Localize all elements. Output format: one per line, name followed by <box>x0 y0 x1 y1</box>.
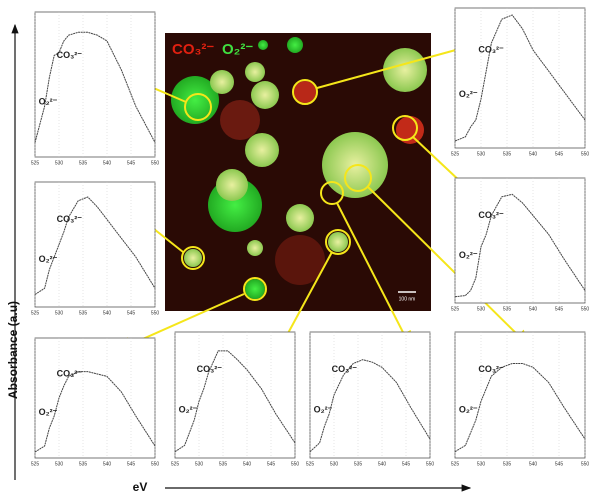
spectrum-panel: 525 530 535 540 545 550 CO₃²⁻ O₂²⁻ <box>31 337 160 467</box>
annotation: O₂²⁻ <box>39 254 58 264</box>
x-tick-label: 550 <box>291 461 300 467</box>
spectrum-line <box>454 193 586 298</box>
panel-frame <box>454 7 586 149</box>
x-tick-label: 535 <box>503 306 512 312</box>
panel-frame <box>34 337 156 459</box>
x-tick-label: 535 <box>79 461 88 467</box>
spectrum-panel: 525 530 535 540 545 550 CO₃²⁻ O₂²⁻ <box>451 331 590 467</box>
x-tick-label: 525 <box>31 461 40 467</box>
x-tick-label: 535 <box>79 160 88 166</box>
x-tick-label: 545 <box>127 160 136 166</box>
spectrum-panel: 525 530 535 540 545 550 CO₃²⁻ O₂²⁻ <box>451 177 590 312</box>
spectrum-line <box>309 359 431 453</box>
annotation: CO₃²⁻ <box>478 364 504 374</box>
annotation: O₂²⁻ <box>459 89 478 99</box>
spectrum-panel: 525 530 535 540 545 550 CO₃²⁻ O₂²⁻ <box>31 11 160 166</box>
spectrum-line <box>454 14 586 142</box>
x-tick-label: 535 <box>219 461 228 467</box>
annotation: CO₃²⁻ <box>478 210 504 220</box>
x-tick-label: 530 <box>477 306 486 312</box>
spectrum-panel: 525 530 535 540 545 550 CO₃²⁻ O₂²⁻ <box>451 7 590 157</box>
x-tick-label: 525 <box>31 310 40 316</box>
image-label: CO₃²⁻ <box>172 41 214 58</box>
x-tick-label: 525 <box>451 306 460 312</box>
spectrum-panel: 525 530 535 540 545 550 CO₃²⁻ O₂²⁻ <box>31 181 160 316</box>
annotation: CO₃²⁻ <box>332 364 358 374</box>
annotation: CO₃²⁻ <box>57 368 83 378</box>
x-tick-label: 525 <box>31 160 40 166</box>
panel-frame <box>454 331 586 459</box>
region-circles <box>181 79 418 301</box>
x-tick-label: 550 <box>151 310 160 316</box>
x-tick-label: 535 <box>503 151 512 157</box>
panel-frame <box>34 11 156 158</box>
x-tick-label: 540 <box>103 461 112 467</box>
x-tick-label: 550 <box>151 160 160 166</box>
annotation: O₂²⁻ <box>459 404 478 414</box>
spectrum-panel: 525 530 535 540 545 550 CO₃²⁻ O₂²⁻ <box>171 331 300 467</box>
spectrum-line <box>34 196 156 295</box>
x-tick-label: 545 <box>555 151 564 157</box>
x-tick-label: 540 <box>378 461 387 467</box>
x-tick-label: 525 <box>171 461 180 467</box>
panel-frame <box>309 331 431 459</box>
x-tick-label: 550 <box>581 306 590 312</box>
x-tick-label: 530 <box>477 461 486 467</box>
x-tick-label: 545 <box>555 306 564 312</box>
x-tick-label: 545 <box>267 461 276 467</box>
annotation: O₂²⁻ <box>39 407 58 417</box>
annotation: CO₃²⁻ <box>57 50 83 60</box>
spectrum-line <box>34 31 156 143</box>
x-tick-label: 545 <box>127 461 136 467</box>
spectrum-line <box>174 350 296 453</box>
annotation: O₂²⁻ <box>179 404 198 414</box>
x-tick-label: 550 <box>581 151 590 157</box>
x-tick-label: 540 <box>103 160 112 166</box>
annotation: O₂²⁻ <box>39 96 58 106</box>
x-tick-label: 545 <box>402 461 411 467</box>
x-tick-label: 535 <box>503 461 512 467</box>
scale-bar: 100 nm <box>399 296 416 302</box>
x-tick-label: 545 <box>127 310 136 316</box>
x-tick-label: 525 <box>451 461 460 467</box>
x-tick-label: 530 <box>55 461 64 467</box>
x-tick-label: 550 <box>426 461 435 467</box>
x-tick-label: 540 <box>529 306 538 312</box>
x-tick-label: 525 <box>306 461 315 467</box>
panel-frame <box>174 331 296 459</box>
annotation: O₂²⁻ <box>459 250 478 260</box>
annotation: CO₃²⁻ <box>57 214 83 224</box>
x-tick-label: 530 <box>477 151 486 157</box>
x-tick-label: 550 <box>581 461 590 467</box>
spectrum-panel: 525 530 535 540 545 550 CO₃²⁻ O₂²⁻ <box>306 331 435 467</box>
annotation: O₂²⁻ <box>314 404 333 414</box>
image-label: O₂²⁻ <box>222 41 253 58</box>
x-tick-label: 525 <box>451 151 460 157</box>
annotation: CO₃²⁻ <box>478 44 504 54</box>
x-tick-label: 530 <box>55 310 64 316</box>
y-axis-label: Absorbance (a.u) <box>6 301 20 399</box>
panel-frame <box>454 177 586 304</box>
x-tick-label: 530 <box>195 461 204 467</box>
x-tick-label: 540 <box>529 151 538 157</box>
x-tick-label: 545 <box>555 461 564 467</box>
spectrum-line <box>34 371 156 453</box>
x-tick-label: 550 <box>151 461 160 467</box>
x-tick-label: 540 <box>529 461 538 467</box>
x-tick-label: 535 <box>354 461 363 467</box>
microscopy-image: 100 nm CO₃²⁻ O₂²⁻ <box>165 33 431 311</box>
x-tick-label: 535 <box>79 310 88 316</box>
annotation: CO₃²⁻ <box>197 364 223 374</box>
x-tick-label: 530 <box>330 461 339 467</box>
x-tick-label: 540 <box>103 310 112 316</box>
x-axis-label: eV <box>133 480 148 494</box>
x-tick-label: 530 <box>55 160 64 166</box>
x-tick-label: 540 <box>243 461 252 467</box>
panel-frame <box>34 181 156 308</box>
